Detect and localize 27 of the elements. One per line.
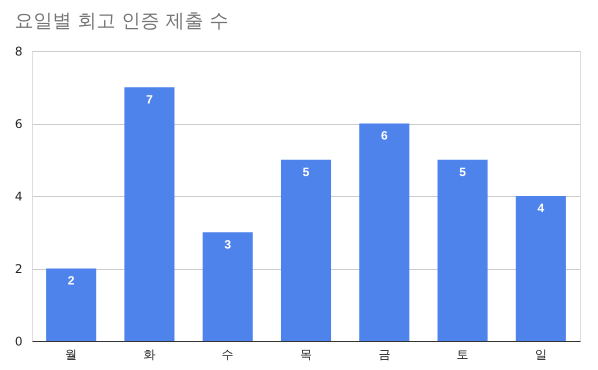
- x-tick-label: 목: [300, 348, 312, 362]
- data-label: 6: [380, 128, 388, 142]
- x-tick-label: 수: [222, 348, 234, 362]
- data-label: 5: [302, 164, 310, 179]
- y-tick-label: 6: [14, 117, 22, 131]
- bar: [280, 160, 332, 341]
- bar: [438, 160, 488, 341]
- x-tick-label: 화: [143, 348, 156, 362]
- bar: [202, 232, 253, 341]
- bar: [46, 268, 96, 341]
- data-label: 3: [224, 237, 232, 252]
- data-label: 2: [68, 274, 75, 288]
- data-label: 4: [538, 201, 545, 215]
- chart-title: 요일별 회고 인증 제출 수: [14, 10, 229, 32]
- data-label: 5: [459, 164, 466, 179]
- y-tick-label: 8: [14, 44, 22, 58]
- x-tick-label: 금: [378, 348, 390, 362]
- bar: [516, 196, 566, 341]
- x-tick-label: 월: [65, 348, 78, 362]
- y-tick-label: 4: [14, 190, 22, 204]
- bar: [359, 124, 410, 341]
- bar: [124, 87, 174, 341]
- x-tick-label: 일: [534, 348, 547, 362]
- y-tick-label: 0: [14, 334, 22, 348]
- y-tick-label: 2: [14, 262, 22, 276]
- x-tick-label: 토: [456, 348, 469, 362]
- data-label: 7: [146, 92, 154, 106]
